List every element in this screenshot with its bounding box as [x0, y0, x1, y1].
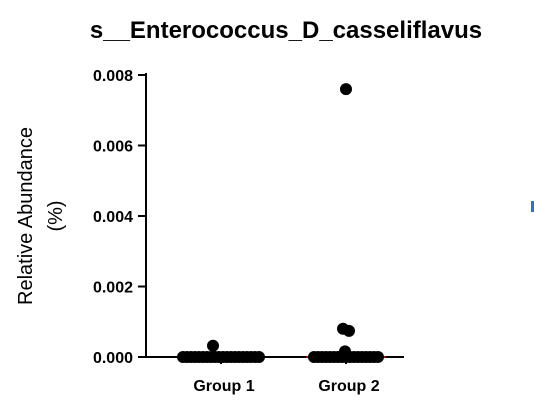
y-axis-ticks: 0.000 0.002 0.004 0.006 0.008: [93, 68, 146, 367]
x-tick-label: Group 2: [318, 378, 379, 395]
data-point: [253, 351, 265, 363]
y-tick-label: 0.006: [93, 139, 133, 156]
chart-title: s__Enterococcus_D_casseliflavus: [90, 17, 482, 44]
data-point: [340, 83, 352, 95]
data-point: [372, 351, 384, 363]
data-point: [343, 325, 355, 337]
y-axis-label-group: Relative Abundance (%): [15, 127, 67, 305]
data-point: [207, 340, 219, 352]
y-tick-label: 0.000: [93, 350, 133, 367]
y-tick-label: 0.004: [93, 209, 133, 226]
x-tick-label: Group 1: [193, 378, 254, 395]
y-tick-label: 0.008: [93, 68, 133, 85]
data-points: [177, 83, 384, 363]
y-axis-label: Relative Abundance: [15, 127, 37, 305]
y-axis-unit: (%): [45, 200, 67, 231]
y-tick-label: 0.002: [93, 280, 133, 297]
